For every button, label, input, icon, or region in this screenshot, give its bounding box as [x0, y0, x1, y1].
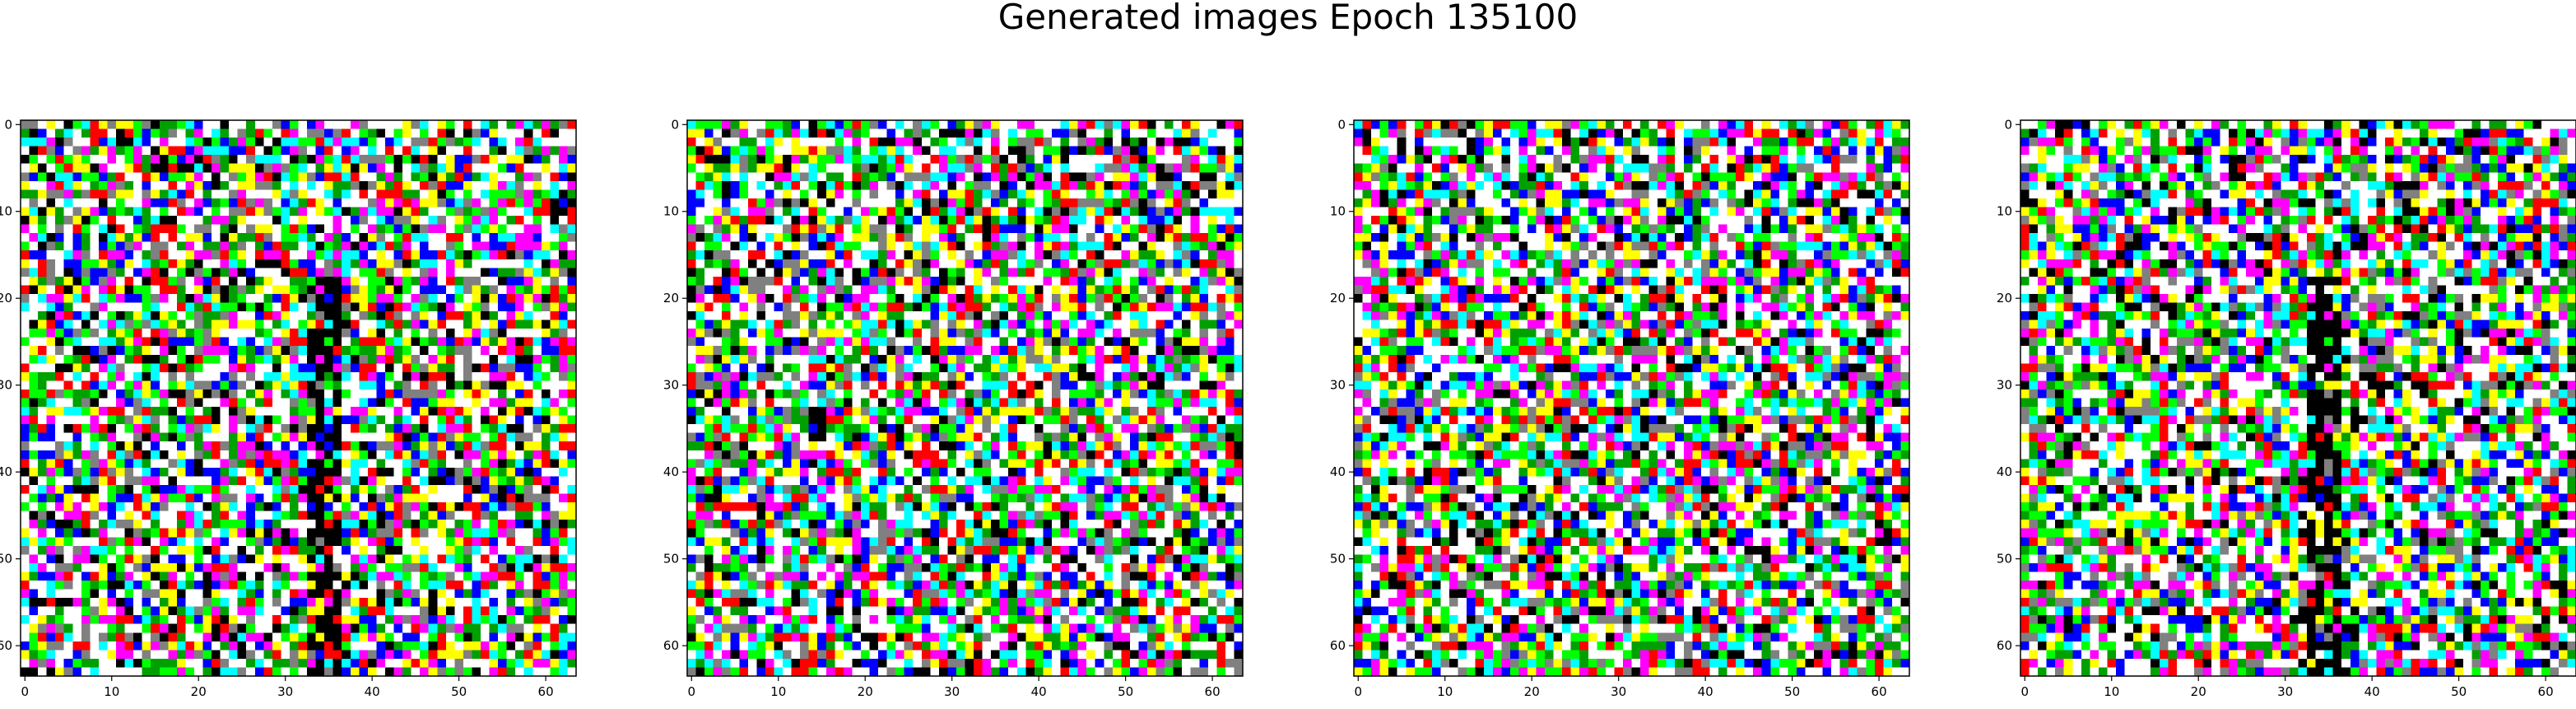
y-tick-label: 50	[1330, 552, 1346, 567]
x-tick-label: 40	[1031, 684, 1047, 699]
y-tick-label: 20	[663, 291, 679, 306]
figure-title: Generated images Epoch 135100	[997, 0, 1579, 37]
generated-image-1	[21, 120, 576, 676]
x-tick-label: 30	[277, 684, 293, 699]
y-tick-label: 0	[1337, 117, 1346, 132]
y-tick-label: 60	[1997, 638, 2012, 653]
x-tick-label: 10	[104, 684, 119, 699]
y-tick-label: 30	[663, 378, 679, 393]
x-tick-label: 0	[688, 684, 696, 699]
image-panel-2: 0 10 20 30 40 50 60 0 10 20 30 40 50 60	[663, 117, 1244, 699]
x-tick-label: 20	[1524, 684, 1540, 699]
x-tick-label: 60	[1205, 684, 1221, 699]
x-tick-label: 0	[1355, 684, 1363, 699]
y-tick-label: 60	[1330, 638, 1346, 653]
axes-frame	[2020, 119, 2576, 677]
y-tick-label: 30	[1330, 378, 1346, 393]
y-tick-label: 50	[1997, 552, 2012, 567]
axes-frame	[686, 119, 1244, 677]
y-tick-label: 10	[663, 204, 679, 219]
y-tick-label: 40	[0, 464, 12, 479]
x-tick-label: 30	[1611, 684, 1626, 699]
x-tick-label: 50	[1118, 684, 1133, 699]
y-tick-label: 10	[1330, 204, 1346, 219]
image-panel-3: 0 10 20 30 40 50 60 0 10 20 30 40 50 60	[1330, 117, 1910, 699]
x-tick-label: 10	[2104, 684, 2119, 699]
y-tick-label: 40	[663, 464, 679, 479]
x-tick-label: 0	[2021, 684, 2030, 699]
y-tick-label: 40	[1330, 464, 1346, 479]
x-tick-label: 20	[858, 684, 873, 699]
x-tick-label: 50	[1784, 684, 1800, 699]
y-tick-label: 20	[0, 291, 12, 306]
y-tick-label: 10	[1997, 204, 2012, 219]
y-tick-label: 60	[0, 638, 12, 653]
x-tick-label: 50	[451, 684, 467, 699]
image-panel-4: 0 10 20 30 40 50 60 0 10 20 30 40 50 60	[1997, 117, 2576, 699]
y-tick-label: 0	[2004, 117, 2012, 132]
y-tick-label: 20	[1330, 291, 1346, 306]
generated-image-4	[2020, 120, 2576, 676]
axes-frame	[20, 119, 577, 677]
x-tick-label: 10	[1437, 684, 1453, 699]
y-tick-label: 30	[1997, 378, 2012, 393]
x-tick-label: 50	[2451, 684, 2467, 699]
image-panel-1: 0 10 20 30 40 50 60 0 10 20 30 40 50 60	[0, 117, 577, 699]
y-tick-label: 10	[0, 204, 12, 219]
x-tick-label: 60	[538, 684, 554, 699]
generated-image-3	[1354, 120, 1909, 676]
y-tick-label: 20	[1997, 291, 2012, 306]
x-tick-label: 10	[770, 684, 786, 699]
x-tick-label: 30	[2277, 684, 2293, 699]
x-tick-label: 30	[944, 684, 960, 699]
y-tick-label: 40	[1997, 464, 2012, 479]
x-tick-label: 40	[2364, 684, 2380, 699]
x-tick-label: 40	[365, 684, 380, 699]
x-tick-label: 0	[21, 684, 30, 699]
y-tick-label: 50	[0, 552, 12, 567]
y-tick-label: 50	[663, 552, 679, 567]
x-tick-label: 40	[1698, 684, 1713, 699]
y-tick-label: 0	[4, 117, 12, 132]
x-tick-label: 20	[2191, 684, 2206, 699]
y-tick-label: 0	[671, 117, 679, 132]
y-tick-label: 30	[0, 378, 12, 393]
y-tick-label: 60	[663, 638, 679, 653]
x-tick-label: 60	[1872, 684, 1887, 699]
x-tick-label: 60	[2538, 684, 2554, 699]
axes-frame	[1353, 119, 1910, 677]
x-tick-label: 20	[191, 684, 207, 699]
generated-image-2	[687, 120, 1243, 676]
